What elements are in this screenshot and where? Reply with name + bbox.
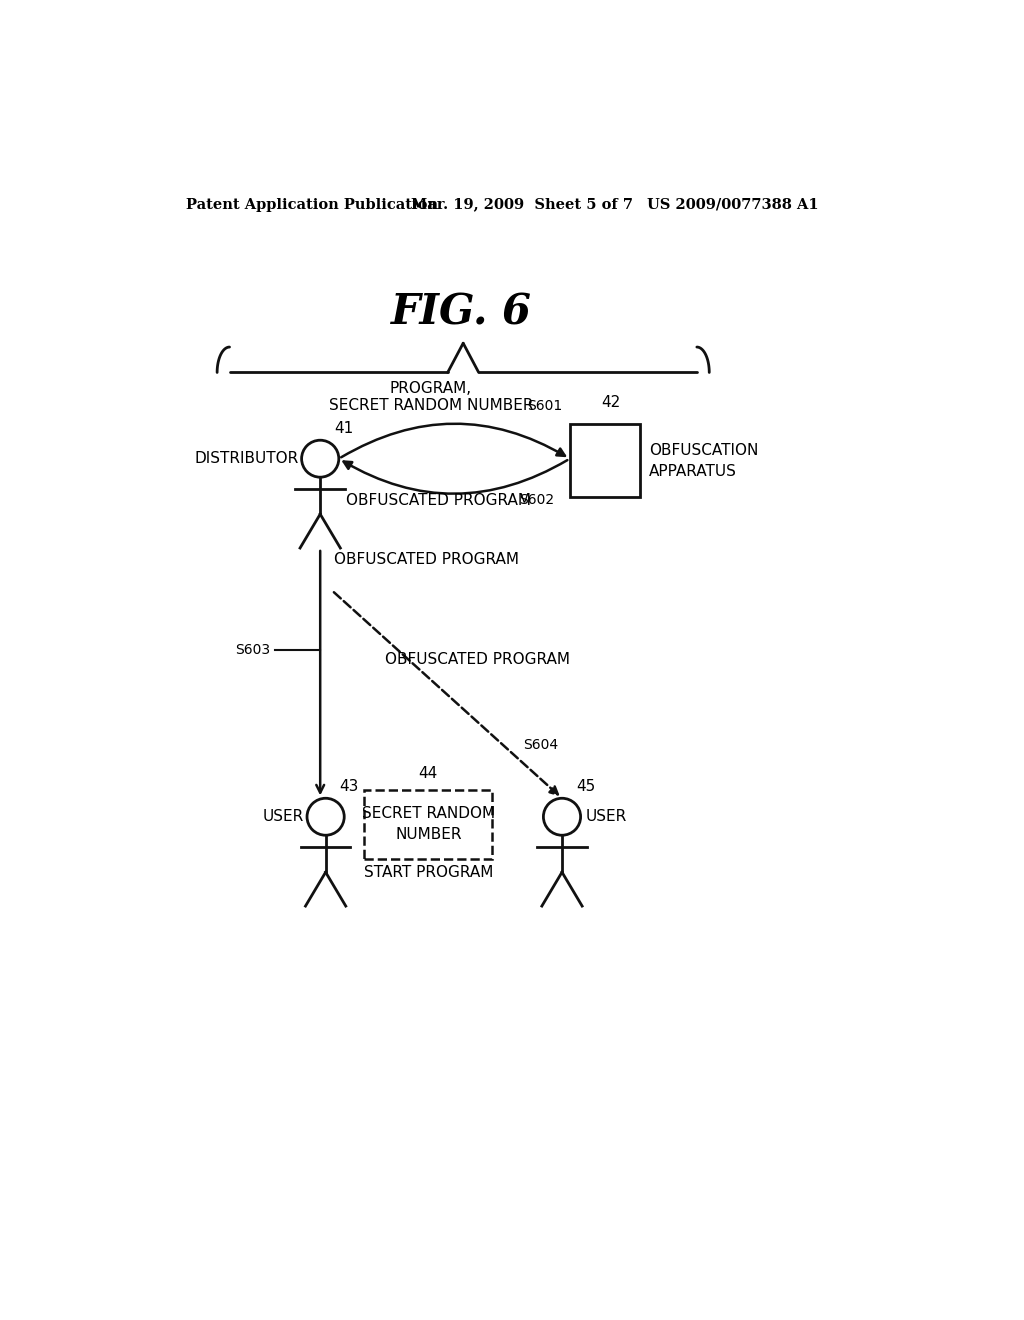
Text: SECRET RANDOM NUMBER: SECRET RANDOM NUMBER [329, 397, 534, 412]
Text: S601: S601 [526, 399, 562, 412]
Text: OBFUSCATION
APPARATUS: OBFUSCATION APPARATUS [649, 442, 758, 479]
Text: Mar. 19, 2009  Sheet 5 of 7: Mar. 19, 2009 Sheet 5 of 7 [411, 198, 633, 211]
Text: S604: S604 [523, 738, 558, 752]
Text: FIG. 6: FIG. 6 [391, 292, 531, 334]
Bar [569, 424, 640, 498]
Text: OBFUSCATED PROGRAM: OBFUSCATED PROGRAM [346, 494, 531, 508]
Text: 45: 45 [575, 779, 595, 795]
Text: Patent Application Publication: Patent Application Publication [186, 198, 438, 211]
Text: 42: 42 [601, 395, 620, 411]
FancyArrowPatch shape [344, 461, 567, 494]
FancyArrowPatch shape [341, 424, 565, 457]
Text: 44: 44 [419, 766, 438, 780]
Text: US 2009/0077388 A1: US 2009/0077388 A1 [647, 198, 819, 211]
Text: SECRET RANDOM
NUMBER: SECRET RANDOM NUMBER [361, 807, 495, 842]
Text: 43: 43 [340, 779, 359, 795]
Text: PROGRAM,: PROGRAM, [390, 380, 472, 396]
Text: OBFUSCATED PROGRAM: OBFUSCATED PROGRAM [385, 652, 570, 667]
Text: START PROGRAM: START PROGRAM [364, 866, 493, 880]
FancyArrowPatch shape [334, 593, 558, 795]
Text: 41: 41 [334, 421, 353, 437]
Bar [365, 789, 493, 859]
Text: USER: USER [586, 809, 627, 824]
Text: S603: S603 [234, 643, 270, 657]
Text: S602: S602 [519, 494, 555, 507]
Text: OBFUSCATED PROGRAM: OBFUSCATED PROGRAM [334, 552, 519, 566]
Text: USER: USER [263, 809, 304, 824]
Text: DISTRIBUTOR: DISTRIBUTOR [195, 451, 299, 466]
